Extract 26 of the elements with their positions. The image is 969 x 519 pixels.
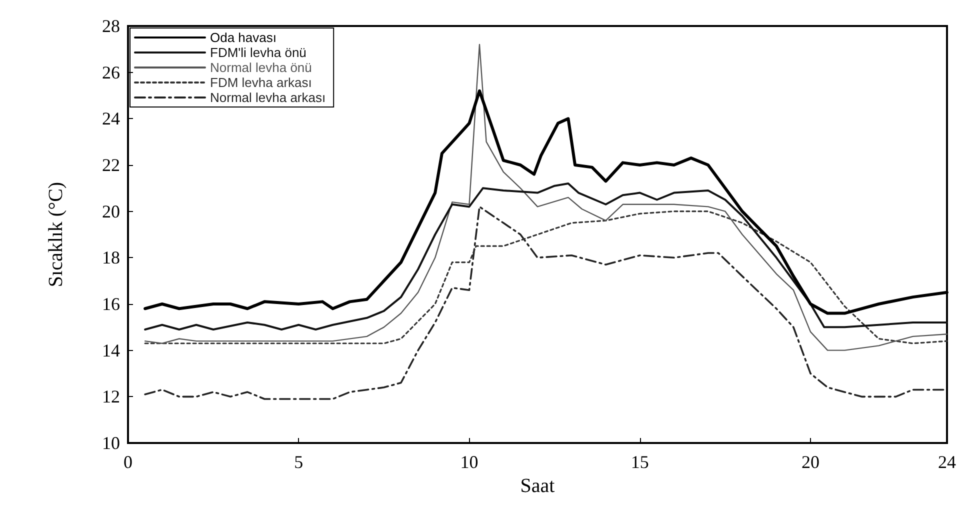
line-series xyxy=(144,182,948,330)
y-tick-label: 26 xyxy=(102,62,120,82)
y-tick-label: 22 xyxy=(102,155,120,175)
line-series xyxy=(144,210,948,344)
y-tick-label: 28 xyxy=(102,16,120,36)
y-axis-title: Sıcaklık (°C) xyxy=(45,182,67,288)
x-tick-label: 5 xyxy=(294,452,304,472)
y-tick-label: 24 xyxy=(102,108,120,129)
x-tick-label: 0 xyxy=(124,452,132,472)
y-tick-label: 18 xyxy=(102,248,120,268)
text: Oda havası xyxy=(210,30,276,45)
y-tick-label: 20 xyxy=(102,201,120,222)
x-tick-label: 15 xyxy=(630,452,649,472)
y-tick-label: 12 xyxy=(102,386,120,407)
line-series xyxy=(144,44,948,351)
text: Normal levha önü xyxy=(210,60,312,75)
x-axis-title: Saat xyxy=(520,474,556,497)
y-tick-label: 10 xyxy=(102,433,120,453)
x-tick-label: 24 xyxy=(938,452,956,472)
x-tick-label: 20 xyxy=(802,452,820,472)
text: FDM levha arkası xyxy=(210,75,312,90)
text: FDM'li levha önü xyxy=(210,45,306,60)
x-tick-label: 10 xyxy=(460,452,478,472)
y-tick-label: 14 xyxy=(102,340,120,360)
y-tick-label: 16 xyxy=(102,294,120,314)
text: Normal levha arkası xyxy=(210,90,326,105)
